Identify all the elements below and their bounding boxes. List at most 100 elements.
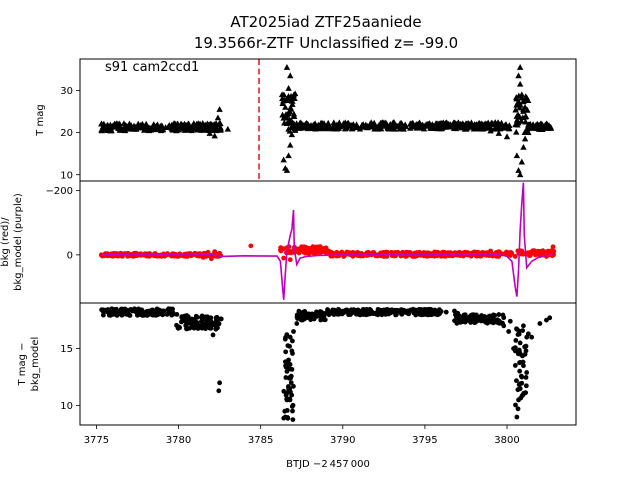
diff-data-point bbox=[522, 351, 528, 357]
bkg-band-2-point bbox=[431, 250, 437, 255]
tmag-data-point bbox=[479, 125, 486, 132]
tmag-band-1-point bbox=[495, 124, 503, 131]
diff-data-point bbox=[305, 314, 311, 320]
tmag-data-point bbox=[206, 130, 213, 136]
diff-frame bbox=[79, 302, 577, 426]
tmag-data-point bbox=[108, 123, 115, 130]
diff-data-point bbox=[481, 315, 487, 321]
tmag-band-1-point bbox=[418, 122, 425, 129]
tmag-band-0-point bbox=[169, 126, 177, 133]
diff-data-point bbox=[286, 357, 291, 363]
tmag-band-4-point bbox=[522, 118, 529, 125]
tmag-data-point bbox=[530, 125, 537, 131]
bkg-data-point bbox=[299, 246, 305, 252]
tmag-band-1-point bbox=[488, 120, 495, 126]
diff-band-0-point bbox=[150, 312, 156, 318]
tmag-series-0 bbox=[98, 64, 555, 178]
diff-data-point bbox=[430, 308, 436, 314]
diff-data-point bbox=[207, 325, 213, 331]
tmag-band-0-point bbox=[206, 127, 214, 133]
tmag-data-point bbox=[331, 122, 338, 129]
diff-band-1-point bbox=[195, 326, 201, 331]
diff-band-6-point bbox=[513, 402, 518, 408]
diff-band-3-point bbox=[418, 307, 424, 312]
tmag-y-ticks: 10 20 30 bbox=[60, 86, 80, 181]
tmag-data-point bbox=[516, 80, 524, 87]
diff-band-4-point bbox=[478, 318, 484, 324]
diff-data-point bbox=[468, 313, 474, 318]
diff-band-6-point bbox=[523, 343, 529, 349]
diff-data-point bbox=[289, 348, 295, 354]
tmag-band-0-point bbox=[103, 122, 110, 129]
x-tick-label: 3795 bbox=[412, 435, 437, 446]
diff-data-point bbox=[210, 332, 216, 338]
tmag-band-1-point bbox=[371, 122, 378, 128]
tmag-band-1-point bbox=[377, 124, 384, 131]
tmag-band-1-point bbox=[341, 125, 349, 132]
diff-band-5-point bbox=[287, 343, 292, 349]
bkg-band-2-point bbox=[350, 249, 356, 255]
bkg-ylabel-line1: bkg (red)/ bbox=[0, 217, 11, 267]
diff-data-point bbox=[332, 308, 337, 314]
tmag-data-point bbox=[149, 123, 156, 130]
tmag-band-3-point bbox=[278, 91, 286, 98]
tmag-data-point bbox=[198, 127, 205, 133]
diff-band-1-point bbox=[208, 315, 214, 321]
diff-data-point bbox=[218, 316, 224, 322]
diff-marks: 10 15 bbox=[60, 306, 553, 423]
diff-band-2-point bbox=[316, 313, 321, 319]
tmag-band-0-point bbox=[212, 125, 220, 132]
diff-data-point bbox=[521, 323, 526, 329]
diff-band-4-point bbox=[454, 320, 460, 326]
tmag-data-point bbox=[515, 112, 522, 119]
diff-band-3-point bbox=[325, 307, 330, 312]
diff-band-5-point bbox=[282, 408, 288, 414]
diff-data-point bbox=[475, 316, 480, 322]
diff-band-3-point bbox=[437, 310, 443, 316]
tmag-data-point bbox=[516, 171, 524, 178]
diff-band-3-point bbox=[381, 311, 387, 317]
diff-data-point bbox=[144, 310, 150, 316]
tmag-band-1-point bbox=[472, 122, 479, 128]
tmag-data-point bbox=[288, 131, 296, 138]
tmag-band-0-point bbox=[217, 126, 224, 133]
diff-data-point bbox=[340, 310, 346, 316]
diff-band-5-point bbox=[291, 383, 296, 389]
diff-band-6-point bbox=[514, 327, 520, 333]
tmag-data-point bbox=[380, 122, 388, 129]
x-tick-label: 3790 bbox=[330, 435, 355, 446]
tmag-data-point bbox=[536, 123, 544, 130]
tmag-data-point bbox=[291, 127, 299, 133]
bkg-y-tick-label: 0 bbox=[67, 250, 73, 261]
diff-data-point bbox=[217, 380, 223, 386]
tmag-band-1-point bbox=[407, 125, 414, 131]
bkg-band-1-point bbox=[315, 244, 321, 250]
tmag-data-point bbox=[283, 64, 291, 70]
diff-data-point bbox=[294, 321, 300, 326]
tmag-band-3-point bbox=[291, 90, 299, 97]
tmag-band-1-point bbox=[389, 119, 397, 126]
diff-data-point bbox=[154, 309, 160, 315]
bkg-marks: −200 0 bbox=[46, 182, 557, 300]
tmag-band-1-point bbox=[370, 119, 378, 126]
panel-diff: 10 15 T mag − bkg_model bbox=[17, 302, 577, 426]
diff-data-point bbox=[488, 317, 493, 323]
tmag-annotation: s91 cam2ccd1 bbox=[105, 60, 199, 75]
diff-band-4-point bbox=[455, 315, 461, 321]
diff-data-point bbox=[312, 312, 318, 317]
tmag-band-0-point bbox=[121, 127, 129, 134]
tmag-band-1-point bbox=[487, 124, 494, 131]
diff-band-6-point bbox=[523, 383, 529, 389]
diff-data-point bbox=[455, 310, 461, 316]
diff-data-point bbox=[511, 346, 516, 352]
diff-band-1-point bbox=[183, 323, 189, 328]
diff-band-1-point bbox=[174, 322, 179, 328]
diff-band-2-point bbox=[321, 317, 327, 323]
diff-band-6-point bbox=[523, 390, 529, 396]
tmag-data-point bbox=[173, 123, 181, 130]
tmag-data-point bbox=[495, 130, 503, 136]
diff-band-3-point bbox=[394, 312, 399, 317]
diff-band-6-point bbox=[512, 363, 518, 368]
tmag-data-point bbox=[190, 125, 197, 131]
